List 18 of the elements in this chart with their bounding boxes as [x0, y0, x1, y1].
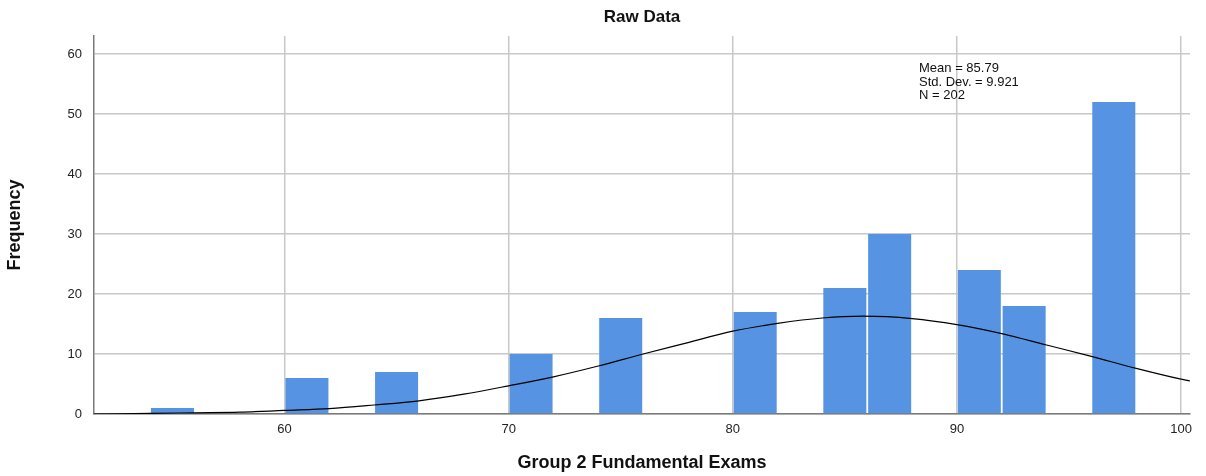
- x-tick-label: 60: [277, 421, 292, 437]
- y-tick-label: 40: [67, 165, 82, 181]
- y-tick-label: 0: [74, 405, 82, 421]
- y-tick-label: 60: [67, 45, 82, 61]
- chart-title: Raw Data: [603, 6, 681, 26]
- x-tick-label: 70: [501, 421, 516, 437]
- y-tick-label: 10: [67, 345, 82, 361]
- y-tick-label: 20: [67, 285, 82, 301]
- y-tick-label: 30: [67, 225, 82, 241]
- x-tick-label: 100: [1170, 421, 1192, 437]
- y-axis-title: Frequency: [3, 179, 24, 271]
- x-tick-label: 90: [949, 421, 965, 437]
- annotation: Mean = 85.79: [919, 60, 999, 76]
- y-tick-label: 50: [67, 105, 82, 121]
- x-axis-title: Group 2 Fundamental Exams: [517, 452, 767, 473]
- annotation: N = 202: [919, 87, 965, 103]
- x-tick-label: 80: [725, 421, 741, 437]
- annotation: Std. Dev. = 9.921: [919, 73, 1019, 89]
